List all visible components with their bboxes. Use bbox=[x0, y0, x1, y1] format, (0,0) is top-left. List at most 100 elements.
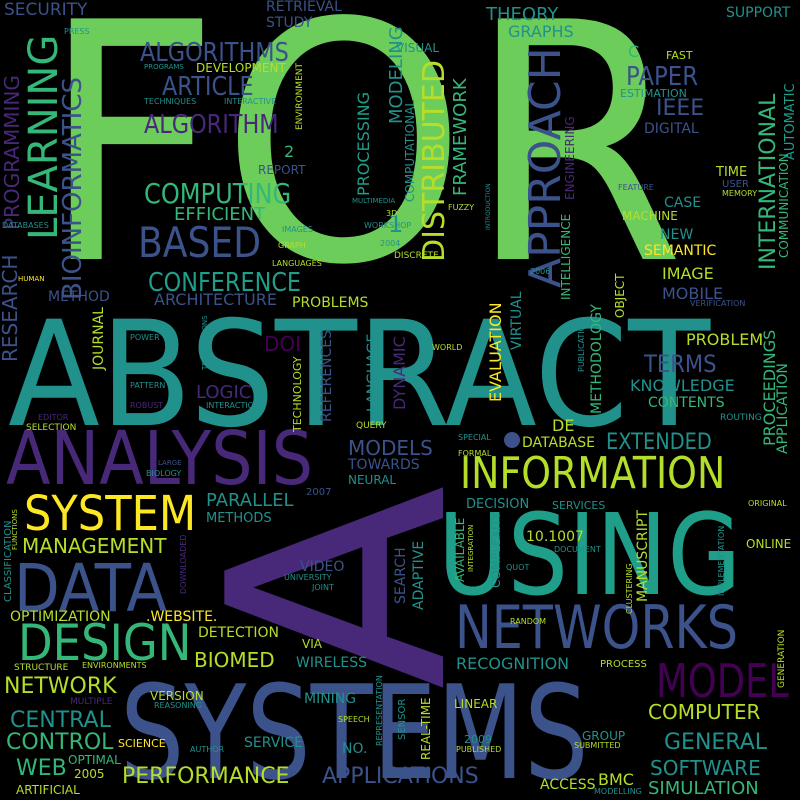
dot-mark bbox=[504, 432, 520, 448]
word-power: POWER bbox=[130, 333, 160, 342]
word-query: QUERY bbox=[356, 421, 387, 431]
word-paper: PAPER bbox=[626, 62, 699, 92]
word-special: SPECIAL bbox=[458, 433, 491, 442]
word-large: LARGE bbox=[158, 459, 182, 467]
word-joint: JOINT bbox=[312, 583, 334, 592]
word-bioinformatics: BIOINFORMATICS bbox=[58, 77, 88, 300]
word-two: 2 bbox=[284, 142, 295, 161]
word-distributed: DISTRIBUTED bbox=[417, 60, 452, 262]
word-detection: DETECTION bbox=[198, 625, 279, 641]
word-feature: FEATURE bbox=[618, 183, 654, 192]
word-complexity: COMPLEXITY bbox=[489, 511, 503, 588]
word-environments: ENVIRONMENTS bbox=[82, 661, 147, 670]
word-adaptive: ADAPTIVE bbox=[411, 540, 427, 610]
word-online: ONLINE bbox=[746, 537, 792, 551]
word-routing: ROUTING bbox=[720, 413, 762, 423]
word-system: SYSTEM bbox=[24, 486, 197, 542]
word-research: RESEARCH bbox=[0, 254, 22, 362]
word-web: WEB bbox=[16, 756, 67, 781]
word-language: LANGUAGE bbox=[365, 333, 381, 412]
word-problems: PROBLEMS bbox=[292, 295, 369, 311]
word-conference: CONFERENCE bbox=[148, 268, 302, 298]
word-doi-number: 10.1007 bbox=[526, 529, 584, 545]
word-knowledge: KNOWLEDGE bbox=[630, 376, 735, 395]
word-service: SERVICE bbox=[244, 735, 304, 751]
word-functions: FUNCTIONS bbox=[11, 509, 19, 550]
word-images: IMAGES bbox=[282, 225, 313, 234]
word-real-time: REAL-TIME bbox=[419, 697, 433, 760]
word-networks: NETWORKS bbox=[455, 593, 739, 663]
word-problem: PROBLEM bbox=[686, 330, 764, 349]
word-transactions: TRANSACTIONS bbox=[201, 315, 209, 370]
word-robust: ROBUST bbox=[130, 401, 164, 410]
word-world: WORLD bbox=[432, 343, 463, 352]
word-method: METHOD bbox=[48, 289, 110, 305]
word-decision: DECISION bbox=[466, 497, 530, 512]
word-case: CASE bbox=[664, 195, 702, 211]
word-memory: MEMORY bbox=[722, 189, 758, 198]
word-optimal: OPTIMAL bbox=[68, 753, 121, 767]
word-mobile: MOBILE bbox=[662, 284, 724, 303]
word-y2004: 2004 bbox=[380, 239, 401, 248]
word-document: DOCUMENT bbox=[554, 545, 601, 554]
word-computing: COMPUTING bbox=[144, 177, 292, 210]
word-algorithm: ALGORITHM bbox=[144, 110, 279, 140]
word-simulation: SIMULATION bbox=[648, 778, 759, 799]
word-available: AVAILABLE bbox=[453, 517, 467, 582]
word-representation: REPRESENTATION bbox=[375, 675, 384, 746]
word-estimation: ESTIMATION bbox=[620, 87, 687, 100]
word-services: SERVICES bbox=[552, 499, 606, 512]
word-techniques: TECHNIQUES bbox=[144, 97, 197, 106]
word-fast: FAST bbox=[666, 49, 693, 62]
word-y2007: 2007 bbox=[306, 487, 332, 498]
word-applications: APPLICATIONS bbox=[322, 764, 479, 789]
word-support: SUPPORT bbox=[726, 5, 791, 21]
word-processing: PROCESSING bbox=[354, 91, 373, 196]
word-selection: SELECTION bbox=[26, 423, 77, 433]
word-artificial: ARTIFICIAL bbox=[16, 783, 80, 797]
word-c: C bbox=[628, 42, 640, 61]
word-ieee: IEEE bbox=[656, 96, 705, 121]
word-methods: METHODS bbox=[206, 511, 272, 526]
word-database: DATABASE bbox=[522, 435, 595, 451]
word-version: VERSION bbox=[150, 689, 204, 703]
word-linear: LINEAR bbox=[454, 697, 498, 711]
word-press: PRESS bbox=[64, 27, 90, 36]
word-video: VIDEO bbox=[300, 559, 345, 575]
word-data: DATA bbox=[14, 550, 168, 627]
word-study: STUDY bbox=[266, 15, 313, 31]
word-verification: VERIFICATION bbox=[690, 299, 746, 308]
word-environment: ENVIRONMENT bbox=[295, 63, 305, 130]
word-published: PUBLISHED bbox=[456, 745, 502, 754]
word-interactive: INTERACTIVE bbox=[224, 97, 277, 106]
word-discrete: DISCRETE bbox=[394, 251, 439, 261]
word-terms: TERMS bbox=[644, 350, 717, 378]
word-journal: JOURNAL bbox=[91, 307, 107, 370]
word-programming: PROGRAMMING bbox=[0, 75, 24, 230]
word-university: UNIVERSITY bbox=[284, 573, 332, 582]
word-clustering: CLUSTERING bbox=[625, 563, 634, 614]
word-workshop: WORKSHOP bbox=[364, 221, 412, 230]
word-random: RANDOM bbox=[510, 617, 547, 626]
word-performance: PERFORMANCE bbox=[122, 764, 290, 789]
word-pattern: PATTERN bbox=[130, 381, 166, 390]
word-multimedia: MULTIMEDIA bbox=[352, 197, 396, 205]
word-virtual: VIRTUAL bbox=[509, 291, 525, 350]
word-engineering: ENGINEERING bbox=[563, 116, 577, 200]
word-semantic: SEMANTIC bbox=[644, 243, 717, 259]
word-dynamic: DYNAMIC bbox=[390, 336, 409, 410]
word-using: USING bbox=[438, 491, 742, 621]
word-optimization: OPTIMIZATION bbox=[10, 609, 111, 625]
word-report: REPORT bbox=[258, 163, 306, 177]
word-multiple: MULTIPLE bbox=[70, 697, 113, 707]
word-visual: VISUAL bbox=[396, 41, 440, 55]
word-sensor: SENSOR bbox=[397, 698, 408, 740]
word-computation: COMPUTATION bbox=[309, 357, 318, 416]
word-speech: SPEECH bbox=[338, 715, 370, 724]
word-extended: EXTENDED bbox=[606, 430, 712, 455]
word-website: .WEBSITE. bbox=[146, 609, 218, 625]
word-network: NETWORK bbox=[4, 674, 117, 699]
word-access: ACCESS bbox=[540, 777, 596, 793]
word-human: HUMAN bbox=[18, 275, 45, 283]
word-time: TIME bbox=[716, 165, 748, 180]
